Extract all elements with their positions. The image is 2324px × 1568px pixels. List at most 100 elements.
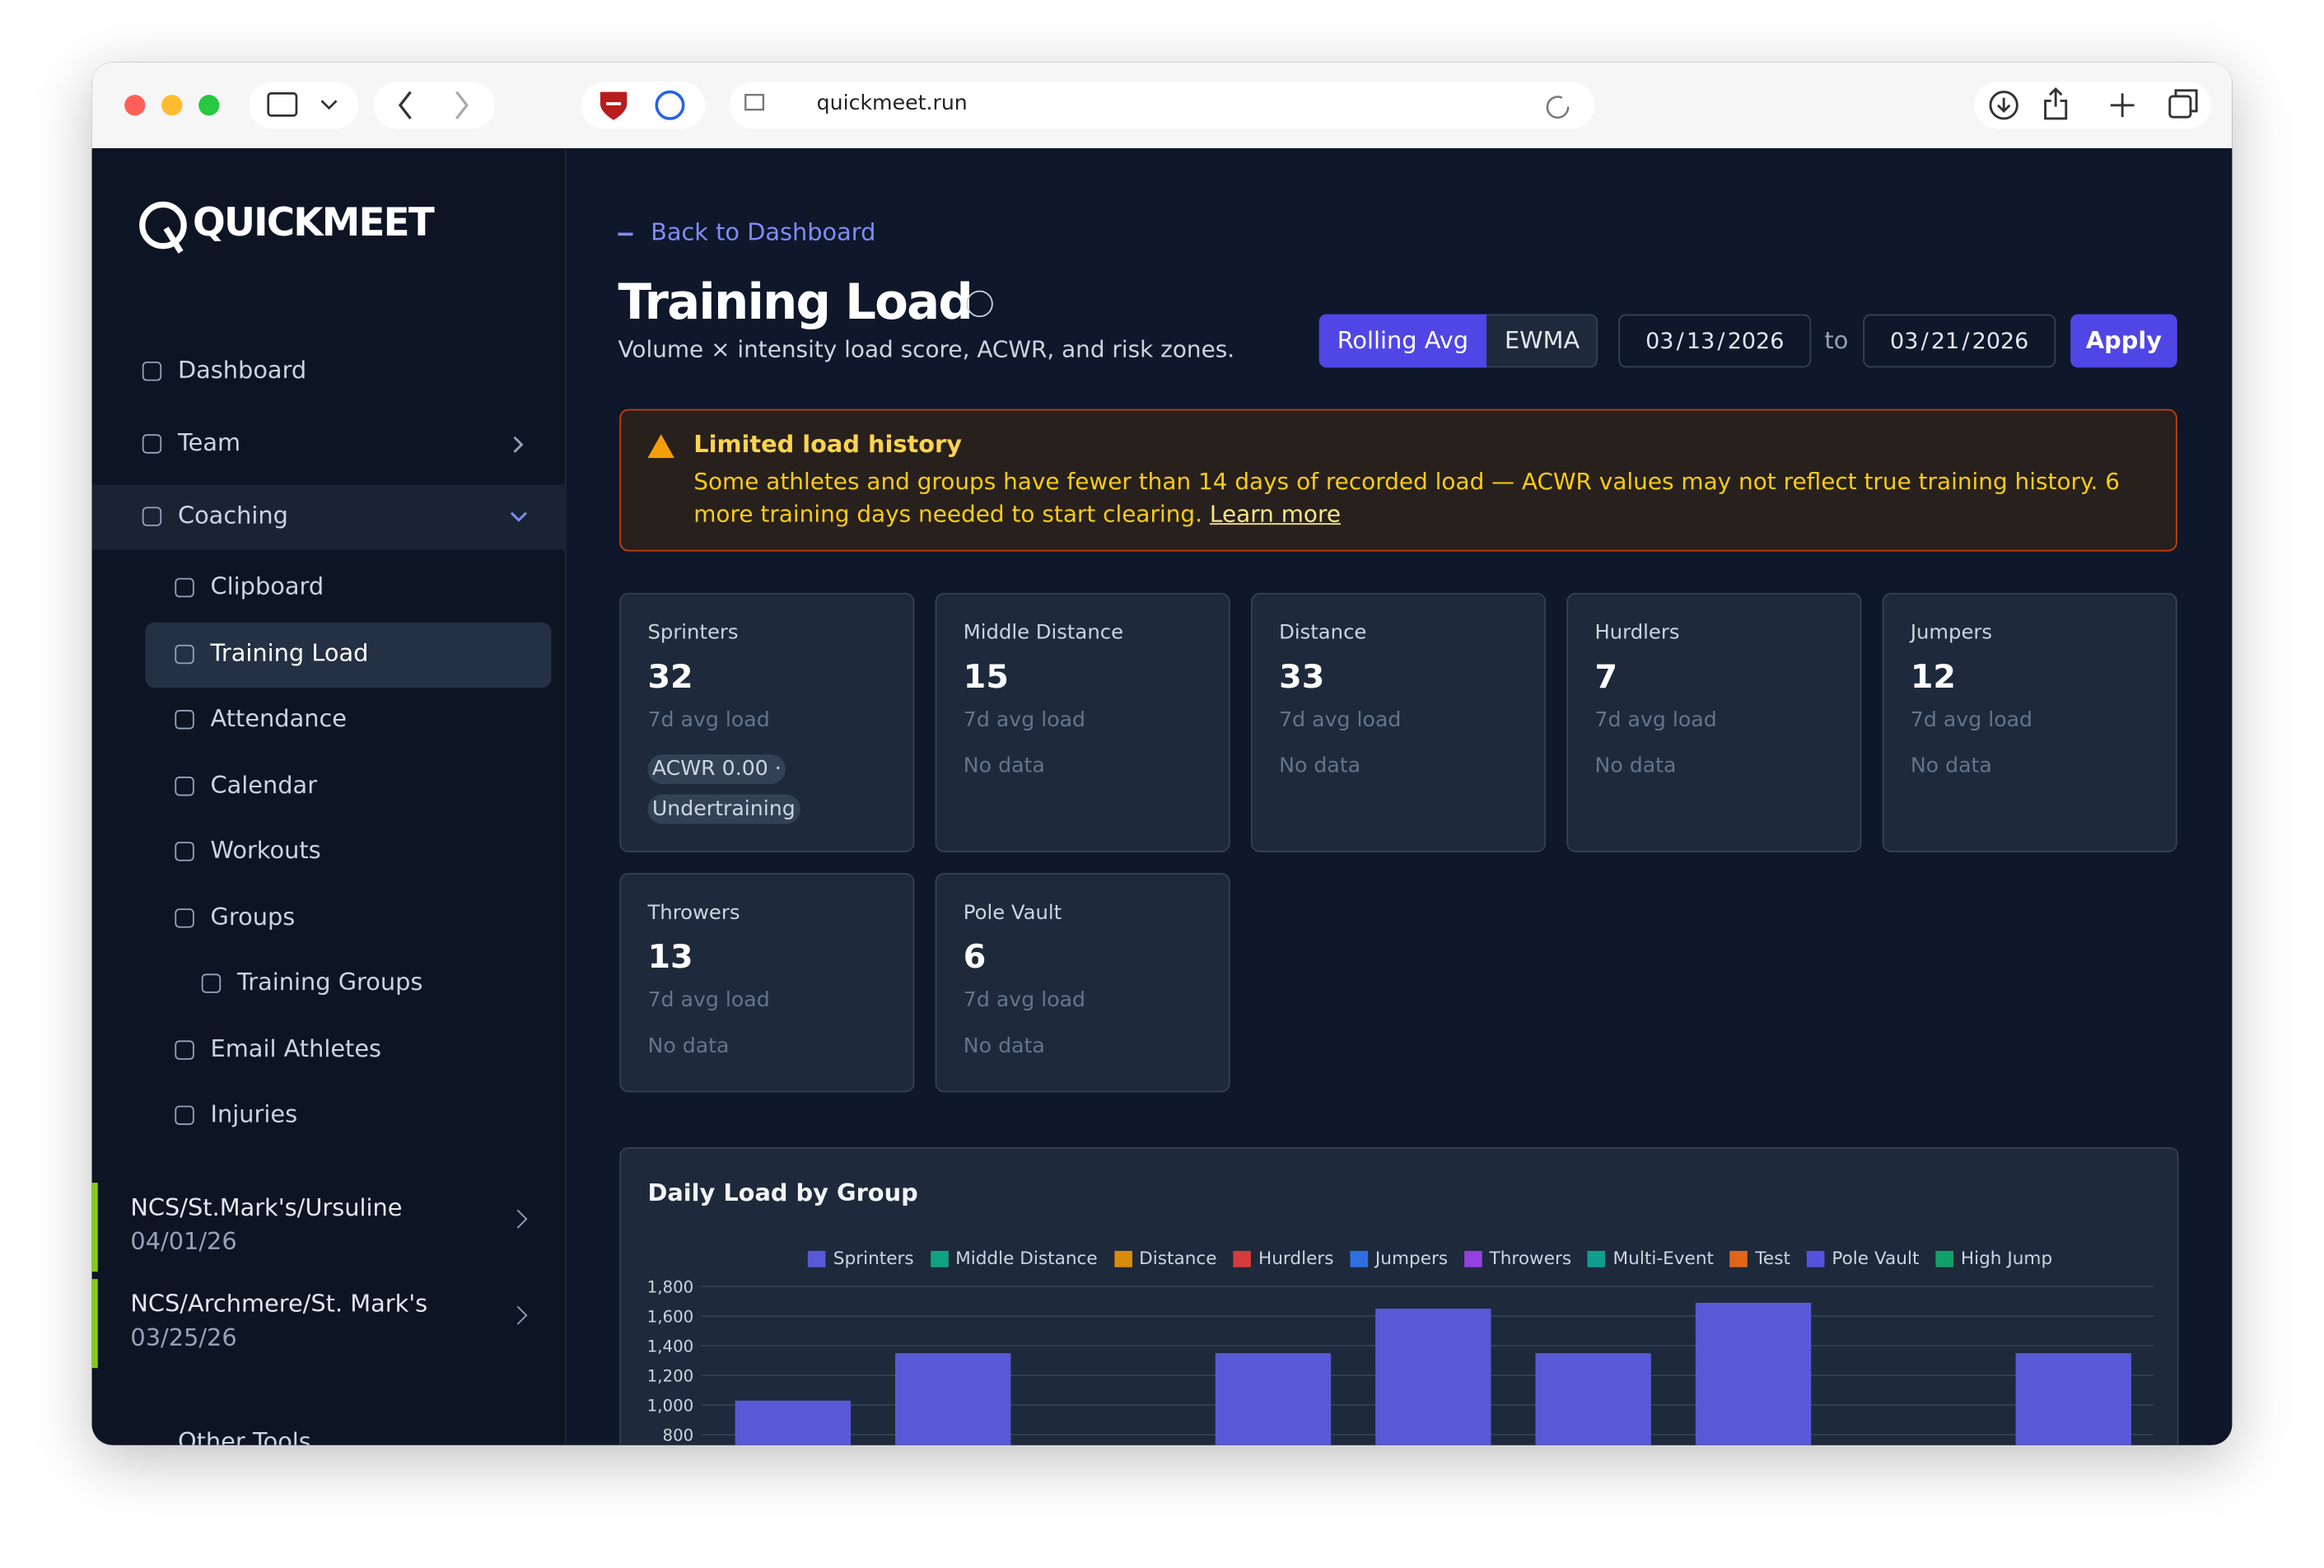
legend: Sprinters Middle Distance Distance Hurdlers… xyxy=(621,1248,2180,1269)
alert xyxy=(619,408,2177,552)
main: Back to Dashboard Training Load Volume × i… xyxy=(566,147,2233,1445)
alert-icon xyxy=(647,434,674,459)
group-card: Jumpers 12 7d avg load No data xyxy=(1882,592,2177,852)
bar xyxy=(895,1353,1011,1445)
pill-text: ACWR 0.00 · Undertraining xyxy=(647,754,800,824)
nav-icon xyxy=(201,973,222,993)
card-status: No data xyxy=(1910,754,1992,778)
alert-link[interactable]: Learn more xyxy=(1209,501,1341,528)
card-value: 12 xyxy=(1910,659,1956,697)
toolbar-icons xyxy=(124,81,2212,129)
bar xyxy=(1695,1302,1812,1445)
section-highlight xyxy=(91,484,565,550)
meet-date: 03/25/26 xyxy=(130,1323,237,1352)
legend-swatch xyxy=(1350,1250,1368,1267)
card-name: Pole Vault xyxy=(963,901,1062,926)
y-tick-label: 1,200 xyxy=(647,1366,694,1385)
group-card: Sprinters 32 7d avg load ACWR 0.00 · Undert… xyxy=(619,592,915,852)
bar xyxy=(735,1400,852,1445)
nav-icon xyxy=(175,777,194,796)
group-card: Pole Vault 6 7d avg load No data xyxy=(935,873,1230,1093)
bar xyxy=(1375,1309,1491,1445)
card-caption: 7d avg load xyxy=(647,988,770,1013)
nav-icon xyxy=(175,1040,194,1060)
nav-item[interactable]: Calendar xyxy=(210,770,318,800)
nav-icon xyxy=(175,577,194,598)
card-caption: 7d avg load xyxy=(647,708,770,733)
logo: QUICKMEET xyxy=(192,201,435,246)
legend-swatch xyxy=(1233,1250,1251,1267)
nav-item[interactable]: Dashboard xyxy=(177,355,307,385)
page-title: Training Load xyxy=(618,273,973,331)
mode-option[interactable]: EWMA xyxy=(1504,325,1580,355)
legend-swatch xyxy=(1806,1250,1825,1267)
nav-item[interactable]: Attendance xyxy=(210,703,348,733)
legend-item: Distance xyxy=(1113,1248,1217,1269)
meet-name[interactable]: NCS/St.Mark's/Ursuline xyxy=(130,1192,403,1221)
legend-item: Jumpers xyxy=(1350,1248,1449,1269)
group-card: Throwers 13 7d avg load No data xyxy=(619,873,915,1093)
nav-icon xyxy=(175,710,194,730)
legend-label: Distance xyxy=(1139,1248,1217,1269)
nav-icon xyxy=(175,1105,194,1125)
nav-item[interactable]: Training Groups xyxy=(236,968,423,996)
legend-item: Middle Distance xyxy=(930,1248,1098,1269)
y-tick-label: 1,400 xyxy=(647,1337,694,1356)
meet-chevron xyxy=(508,1305,528,1325)
back-link[interactable]: Back to Dashboard xyxy=(651,217,876,246)
subtitle: Volume × intensity load score, ACWR, and… xyxy=(618,336,1235,363)
legend-item: High Jump xyxy=(1935,1248,2052,1269)
y-tick-label: 800 xyxy=(662,1426,693,1444)
legend-label: Jumpers xyxy=(1374,1248,1449,1269)
legend-label: Test xyxy=(1755,1248,1790,1269)
to-label: to xyxy=(1824,325,1849,355)
card-caption: 7d avg load xyxy=(963,708,1086,733)
legend-label: Pole Vault xyxy=(1832,1248,1920,1269)
y-tick-label: 1,800 xyxy=(647,1277,694,1296)
card-name: Middle Distance xyxy=(963,621,1124,645)
legend-swatch xyxy=(1729,1250,1748,1267)
nav-item[interactable]: Clipboard xyxy=(210,572,324,600)
nav-item[interactable]: Workouts xyxy=(210,836,321,865)
nav-item[interactable]: Groups xyxy=(210,903,296,931)
chevron xyxy=(513,436,524,453)
legend-label: Multi-Event xyxy=(1612,1248,1715,1269)
browser-window: quickmeet.run QUICKMEET Dashboard Team Coa… xyxy=(91,62,2233,1445)
card-name: Jumpers xyxy=(1910,621,1993,645)
nav-item[interactable]: Training Load xyxy=(210,638,369,667)
logo-icon xyxy=(139,201,187,254)
meet-date: 04/01/26 xyxy=(130,1227,237,1256)
nav-item[interactable]: Team xyxy=(177,428,241,457)
card-value: 33 xyxy=(1279,659,1325,697)
card-name: Throwers xyxy=(647,901,740,926)
back-arrow xyxy=(618,232,633,236)
mode-option[interactable]: Rolling Avg xyxy=(1318,314,1487,368)
card-value: 7 xyxy=(1594,659,1618,697)
group-card: Middle Distance 15 7d avg load No data xyxy=(935,592,1230,852)
nav-item[interactable]: Email Athletes xyxy=(210,1034,382,1063)
meet-accent xyxy=(91,1279,98,1369)
legend-swatch xyxy=(930,1250,949,1267)
nav-icon xyxy=(175,644,194,665)
bar xyxy=(2015,1353,2131,1445)
legend-swatch xyxy=(808,1250,826,1267)
status-pill: ACWR 0.00 · Undertraining xyxy=(647,750,800,830)
meet-accent xyxy=(91,1183,98,1272)
meet-name[interactable]: NCS/Archmere/St. Mark's xyxy=(130,1289,428,1318)
date-input[interactable]: 03 / 21 / 2026 xyxy=(1863,314,2056,368)
legend-item: Throwers xyxy=(1463,1248,1571,1269)
bar xyxy=(1215,1353,1332,1445)
nav-item[interactable]: Other Tools xyxy=(177,1427,311,1445)
legend-item: Pole Vault xyxy=(1806,1248,1920,1269)
group-card: Distance 33 7d avg load No data xyxy=(1250,592,1547,852)
legend-swatch xyxy=(1463,1250,1482,1267)
card-value: 32 xyxy=(647,659,693,697)
url[interactable]: quickmeet.run xyxy=(816,91,968,116)
card-status: No data xyxy=(647,1034,730,1058)
chart-card: Daily Load by Group Sprinters Middle Dista… xyxy=(619,1146,2180,1445)
apply-button[interactable]: Apply xyxy=(2070,314,2177,368)
date-input[interactable]: 03 / 13 / 2026 xyxy=(1618,314,1812,368)
nav-item[interactable]: Injuries xyxy=(210,1099,298,1128)
nav-item[interactable]: Coaching xyxy=(177,501,288,530)
